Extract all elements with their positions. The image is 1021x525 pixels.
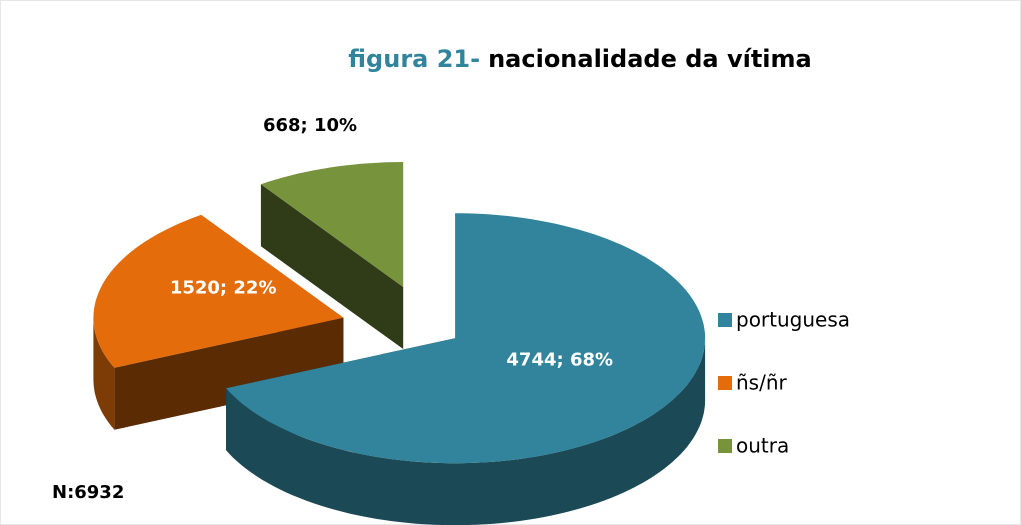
slice-top	[260, 162, 404, 287]
legend-swatch	[718, 376, 732, 390]
legend-label: portuguesa	[736, 308, 850, 332]
chart-title-line: figura 21- nacionalidade da vítima	[348, 45, 811, 73]
slice-side	[114, 317, 344, 430]
legend-label: ñs/ñr	[736, 371, 788, 395]
slice-wall	[226, 338, 706, 525]
legend-swatch	[718, 439, 732, 453]
slice-side	[260, 184, 404, 349]
slice-top	[226, 213, 706, 464]
slice-wall	[93, 317, 115, 430]
slice	[260, 162, 404, 349]
data-label: 1520; 22%	[170, 278, 277, 299]
legend-label: outra	[736, 434, 789, 458]
title-prefix: figura 21-	[348, 45, 480, 73]
legend-swatch	[718, 313, 732, 327]
annotation: N:6932	[52, 482, 124, 503]
data-label: 668; 10%	[263, 115, 357, 136]
data-label: 4744; 68%	[506, 349, 613, 370]
slice	[93, 214, 344, 430]
chart-title: nacionalidade da vítima	[488, 45, 812, 73]
slice	[226, 213, 706, 525]
slice-top	[93, 214, 344, 368]
